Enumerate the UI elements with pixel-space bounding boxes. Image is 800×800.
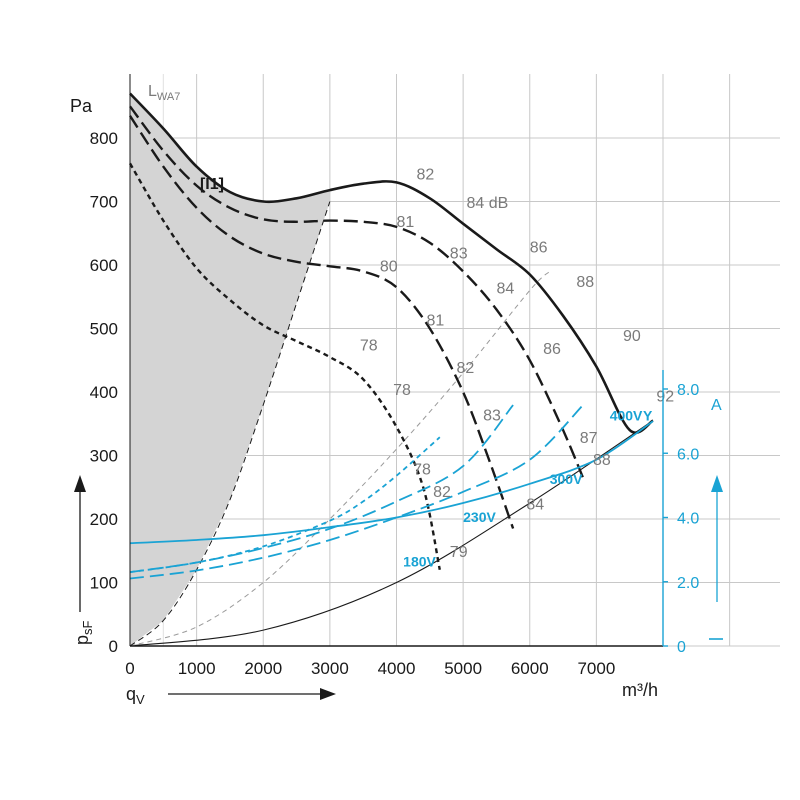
y-tick-label: 800 <box>90 129 118 148</box>
y-axis-arrow-head <box>74 475 86 492</box>
db-label: 82 <box>416 166 434 183</box>
curves <box>128 92 654 647</box>
x-tick-label: 1000 <box>178 659 216 678</box>
current-tick-label: 6.0 <box>677 446 699 463</box>
voltage-label: 400V <box>610 408 643 424</box>
current-curve-180v <box>129 436 441 573</box>
db-label: 84 <box>526 496 544 513</box>
db-label: 88 <box>593 452 611 469</box>
pressure-curve-230v <box>129 115 515 529</box>
db-label: 83 <box>450 246 468 263</box>
db-label: 86 <box>543 341 561 358</box>
x-tick-label: 0 <box>125 659 134 678</box>
x-tick-label: 2000 <box>244 659 282 678</box>
x-axis-label-subscript: V <box>136 692 145 707</box>
voltage-label: Y <box>643 408 653 424</box>
voltage-label: 230V <box>463 509 496 525</box>
sound-label: LWA7 <box>148 83 180 103</box>
pressure-curve-300v <box>129 105 585 479</box>
x-tick-label: 3000 <box>311 659 349 678</box>
x-tick-label: 4000 <box>378 659 416 678</box>
db-label: 88 <box>576 274 594 291</box>
y-tick-label: 600 <box>90 256 118 275</box>
y-tick-label: 0 <box>109 637 118 656</box>
curve-labels: 82 84 dB 86 88 90 92 81 83 84 86 87 88 80 81 82 83 84 78 7… <box>148 83 674 570</box>
db-label: 87 <box>580 430 598 447</box>
y-tick-label: 400 <box>90 383 118 402</box>
unstable-region <box>130 93 330 646</box>
db-label: 79 <box>450 544 468 561</box>
current-tick-label: 8.0 <box>677 382 699 399</box>
y-axis-label-subscript: sF <box>80 620 95 635</box>
axes: 0 1000 2000 3000 4000 5000 6000 700001002003004… <box>70 74 723 707</box>
x-axis-label: qV <box>126 684 145 707</box>
y-unit-label: Pa <box>70 96 93 116</box>
y-tick-label: 700 <box>90 193 118 212</box>
db-label: 83 <box>483 408 501 425</box>
db-label: 82 <box>433 484 451 501</box>
voltage-label: 180V <box>403 554 436 570</box>
db-label: 84 <box>496 281 514 298</box>
current-unit-label: A <box>711 397 722 414</box>
db-label: 80 <box>380 258 398 275</box>
y-tick-label: 100 <box>90 574 118 593</box>
db-label: 84 dB <box>466 195 508 212</box>
voltage-label: 300V <box>550 471 583 487</box>
db-label: 78 <box>360 338 378 355</box>
pressure-curve-400v <box>129 92 654 434</box>
x-tick-label: 6000 <box>511 659 549 678</box>
current-axis-arrow-head <box>711 475 723 492</box>
current-tick-label: 0 <box>677 639 686 656</box>
current-curve-400v <box>129 420 654 545</box>
db-label: 78 <box>413 462 431 479</box>
system-curve-2 <box>129 201 331 647</box>
current-tick-label: 4.0 <box>677 511 699 528</box>
db-label: 90 <box>623 328 641 345</box>
y-tick-label: 300 <box>90 447 118 466</box>
unstable-region-fill <box>130 93 330 646</box>
db-label: 78 <box>393 382 411 399</box>
current-curve-300v <box>129 404 584 580</box>
x-axis-arrow-head <box>320 688 336 700</box>
sound-label-subscript: WA7 <box>157 91 180 103</box>
db-label: 82 <box>456 360 474 377</box>
x-tick-label: 7000 <box>577 659 615 678</box>
current-tick-label: 2.0 <box>677 575 699 592</box>
y-axis-label: psF <box>72 620 95 645</box>
pressure-curve-180v <box>128 162 441 571</box>
db-label: 81 <box>426 312 444 329</box>
db-label: 81 <box>397 214 415 231</box>
y-tick-label: 200 <box>90 510 118 529</box>
x-unit-label: m³/h <box>622 680 658 700</box>
system-curve-1 <box>129 271 551 647</box>
y-tick-label: 500 <box>90 320 118 339</box>
region-label: [I1] <box>200 176 224 193</box>
db-label: 86 <box>530 239 548 256</box>
x-tick-label: 5000 <box>444 659 482 678</box>
system-curve-0 <box>129 420 654 647</box>
db-label: 92 <box>656 389 674 406</box>
